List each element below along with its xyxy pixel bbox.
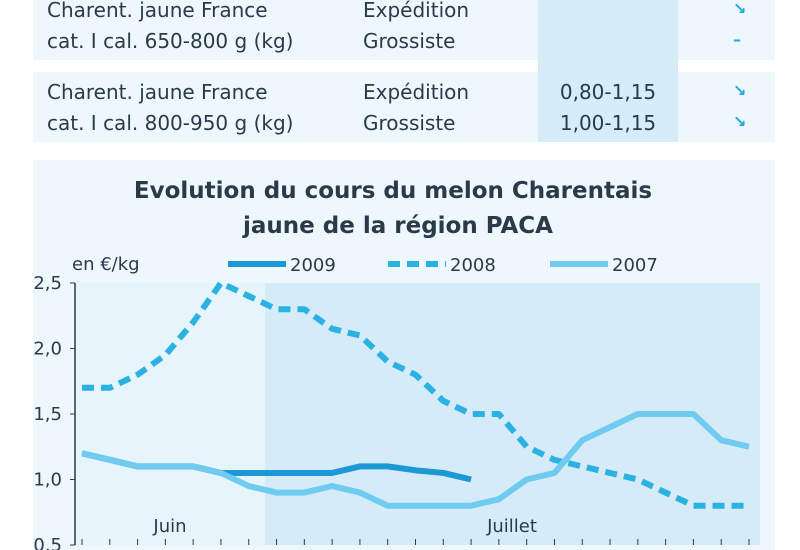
legend-label: 2009 xyxy=(290,255,336,276)
trend-arrow: – xyxy=(733,30,741,49)
annotation: Juillet xyxy=(486,516,537,537)
market: Expédition xyxy=(363,0,470,22)
series-line xyxy=(82,280,749,509)
product: Charent. jaune France xyxy=(47,80,268,104)
legend-label: 2007 xyxy=(612,255,658,276)
product: Charent. jaune France xyxy=(47,0,268,22)
trend-arrow: ↘ xyxy=(733,0,747,18)
market: Expédition xyxy=(363,80,470,104)
y-tick-label: 2,0 xyxy=(33,339,62,360)
trend-arrow: ↘ xyxy=(733,81,747,100)
annotation: Juin xyxy=(152,516,186,537)
plot-bg-june xyxy=(75,283,265,545)
y-axis-label: en €/kg xyxy=(72,254,140,275)
price: 0,80-1,15 xyxy=(559,80,657,104)
y-tick-label: 2,5 xyxy=(33,273,62,294)
price-column xyxy=(538,0,678,142)
trend-arrow: ↘ xyxy=(733,112,747,131)
price: 1,00-1,15 xyxy=(559,111,657,135)
legend-label: 2008 xyxy=(450,255,496,276)
y-tick-label: 0,5 xyxy=(33,535,62,550)
y-tick-label: 1,5 xyxy=(33,404,62,425)
product: cat. I cal. 800-950 g (kg) xyxy=(47,111,294,135)
chart-title: jaune de la région PACA xyxy=(242,213,553,239)
market: Grossiste xyxy=(363,111,456,135)
chart-title: Evolution du cours du melon Charentais xyxy=(134,178,652,204)
price-table: Charent. jaune FranceExpédition0,90-1,20… xyxy=(0,0,800,160)
product: cat. I cal. 650-800 g (kg) xyxy=(47,29,294,53)
y-tick-label: 1,0 xyxy=(33,470,62,491)
market: Grossiste xyxy=(363,29,456,53)
chart: Evolution du cours du melon Charentais j… xyxy=(33,160,775,550)
series-line xyxy=(81,411,750,509)
